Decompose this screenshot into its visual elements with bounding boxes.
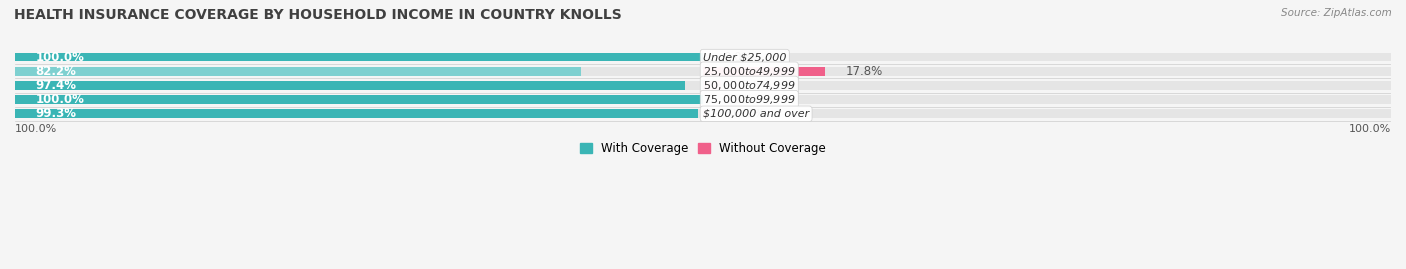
Text: 17.8%: 17.8% [846,65,883,78]
Bar [15,95,703,104]
Bar [703,81,721,90]
Bar [15,95,1391,104]
Legend: With Coverage, Without Coverage: With Coverage, Without Coverage [575,137,831,160]
Text: Source: ZipAtlas.com: Source: ZipAtlas.com [1281,8,1392,18]
Text: $100,000 and over: $100,000 and over [703,109,810,119]
Text: $50,000 to $74,999: $50,000 to $74,999 [703,79,796,92]
Text: 0.71%: 0.71% [728,107,766,120]
Bar [15,53,703,61]
Text: 82.2%: 82.2% [35,65,76,78]
Text: 100.0%: 100.0% [15,125,58,134]
Bar [15,109,1391,118]
Text: HEALTH INSURANCE COVERAGE BY HOUSEHOLD INCOME IN COUNTRY KNOLLS: HEALTH INSURANCE COVERAGE BY HOUSEHOLD I… [14,8,621,22]
Text: 0.0%: 0.0% [724,51,754,63]
Text: 100.0%: 100.0% [35,93,84,106]
Bar [15,67,1391,76]
Text: 99.3%: 99.3% [35,107,77,120]
Bar [15,81,1391,90]
Text: 97.4%: 97.4% [35,79,77,92]
Bar [703,109,707,118]
Bar [15,81,685,90]
Text: 0.0%: 0.0% [724,93,754,106]
Text: $25,000 to $49,999: $25,000 to $49,999 [703,65,796,78]
Text: 2.6%: 2.6% [741,79,772,92]
Text: 100.0%: 100.0% [1348,125,1391,134]
Bar [15,67,581,76]
Text: 100.0%: 100.0% [35,51,84,63]
Bar [15,109,699,118]
Text: $75,000 to $99,999: $75,000 to $99,999 [703,93,796,106]
Text: Under $25,000: Under $25,000 [703,52,786,62]
Bar [703,67,825,76]
Bar [15,53,1391,61]
